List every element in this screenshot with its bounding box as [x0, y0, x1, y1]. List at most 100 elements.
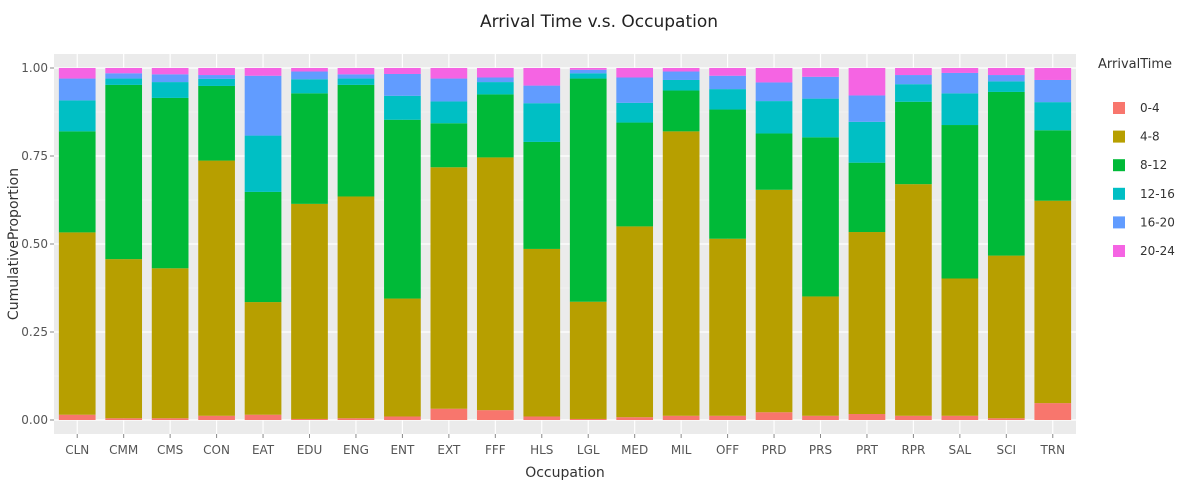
- bar-segment: [987, 81, 1025, 92]
- y-tick-label: 1.00: [21, 61, 48, 75]
- bar-segment: [987, 418, 1025, 420]
- y-tick-label: 0.25: [21, 325, 48, 339]
- bar-segment: [802, 98, 839, 138]
- bars-layer: [58, 68, 1072, 420]
- bar-segment: [105, 78, 143, 85]
- bar-segment: [151, 68, 189, 75]
- bar-segment: [198, 68, 235, 76]
- bar-segment: [709, 109, 746, 239]
- bar-segment: [755, 82, 793, 102]
- bar-segment: [895, 184, 932, 416]
- x-tick-label: CMS: [157, 443, 183, 457]
- bar-stack-ext: [430, 68, 468, 420]
- x-tick-label: OFF: [716, 443, 739, 457]
- legend-label: 16-20: [1140, 215, 1175, 229]
- bar-segment: [523, 416, 561, 420]
- bar-segment: [151, 74, 189, 83]
- bar-segment: [987, 68, 1025, 76]
- bar-segment: [895, 75, 932, 85]
- bar-segment: [941, 93, 979, 126]
- legend-label: 8-12: [1140, 158, 1167, 172]
- bar-stack-mil: [662, 68, 700, 420]
- bar-segment: [337, 78, 375, 85]
- legend-label: 4-8: [1140, 130, 1160, 144]
- bar-segment: [151, 418, 189, 420]
- bar-stack-edu: [291, 68, 328, 420]
- bar-segment: [105, 68, 143, 74]
- x-tick-label: MED: [621, 443, 648, 457]
- bar-segment: [755, 412, 793, 420]
- bar-segment: [105, 84, 143, 260]
- bar-stack-eat: [244, 68, 282, 420]
- bar-stack-fff: [476, 68, 514, 420]
- legend-item: 16-20: [1113, 215, 1175, 229]
- bar-stack-prd: [755, 68, 793, 420]
- x-tick-label: SAL: [948, 443, 971, 457]
- bar-segment: [709, 68, 746, 76]
- legend-label: 0-4: [1140, 101, 1160, 115]
- bar-segment: [58, 78, 96, 101]
- bar-segment: [476, 77, 514, 83]
- bar-segment: [151, 97, 189, 269]
- bar-segment: [941, 125, 979, 279]
- bar-segment: [895, 101, 932, 185]
- bar-segment: [755, 133, 793, 190]
- bar-segment: [616, 122, 654, 227]
- bar-segment: [616, 226, 654, 418]
- bar-segment: [848, 162, 886, 233]
- bar-segment: [384, 68, 421, 74]
- x-axis-ticks: CLN CMM CMS CON EAT EDU ENG ENT EXT FFF HLS LGL MED M…: [65, 434, 1065, 457]
- bar-segment: [244, 414, 282, 420]
- bar-segment: [755, 189, 793, 413]
- bar-segment: [941, 68, 979, 73]
- bar-segment: [337, 74, 375, 79]
- y-tick-label: 0.00: [21, 413, 48, 427]
- bar-segment: [430, 408, 468, 420]
- bar-segment: [1034, 68, 1072, 80]
- x-tick-label: EAT: [252, 443, 275, 457]
- bar-segment: [662, 90, 700, 132]
- bar-segment: [58, 131, 96, 233]
- bar-segment: [151, 82, 189, 98]
- x-tick-label: CLN: [65, 443, 89, 457]
- x-tick-label: EXT: [437, 443, 461, 457]
- bar-segment: [337, 68, 375, 75]
- bar-segment: [244, 75, 282, 136]
- bar-segment: [384, 119, 421, 299]
- bar-segment: [662, 415, 700, 420]
- bar-segment: [244, 68, 282, 76]
- bar-segment: [1034, 102, 1072, 131]
- bar-segment: [1034, 130, 1072, 201]
- bar-segment: [430, 78, 468, 102]
- bar-segment: [802, 68, 839, 77]
- bar-segment: [244, 135, 282, 192]
- x-tick-label: ENG: [343, 443, 369, 457]
- bar-segment: [198, 75, 235, 79]
- bar-stack-med: [616, 68, 654, 420]
- bar-segment: [244, 302, 282, 415]
- bar-stack-trn: [1034, 68, 1072, 420]
- bar-segment: [476, 68, 514, 78]
- x-tick-label: MIL: [671, 443, 692, 457]
- bar-segment: [709, 89, 746, 110]
- legend-items: 0-4 4-8 8-12 12-16 16-20 20-24: [1113, 101, 1175, 258]
- bar-segment: [616, 417, 654, 420]
- bar-segment: [291, 203, 328, 419]
- bar-segment: [291, 79, 328, 94]
- legend-item: 20-24: [1113, 244, 1175, 258]
- legend-label: 12-16: [1140, 187, 1175, 201]
- x-tick-label: PRT: [856, 443, 879, 457]
- bar-segment: [941, 72, 979, 94]
- legend-item: 4-8: [1113, 130, 1160, 144]
- legend-item: 0-4: [1113, 101, 1160, 115]
- bar-segment: [569, 301, 607, 419]
- x-tick-label: RPR: [901, 443, 925, 457]
- bar-segment: [523, 85, 561, 104]
- bar-stack-cmm: [105, 68, 143, 420]
- bar-segment: [569, 73, 607, 79]
- bar-segment: [337, 418, 375, 420]
- bar-stack-prt: [848, 68, 886, 420]
- legend-label: 20-24: [1140, 244, 1175, 258]
- bar-segment: [987, 91, 1025, 256]
